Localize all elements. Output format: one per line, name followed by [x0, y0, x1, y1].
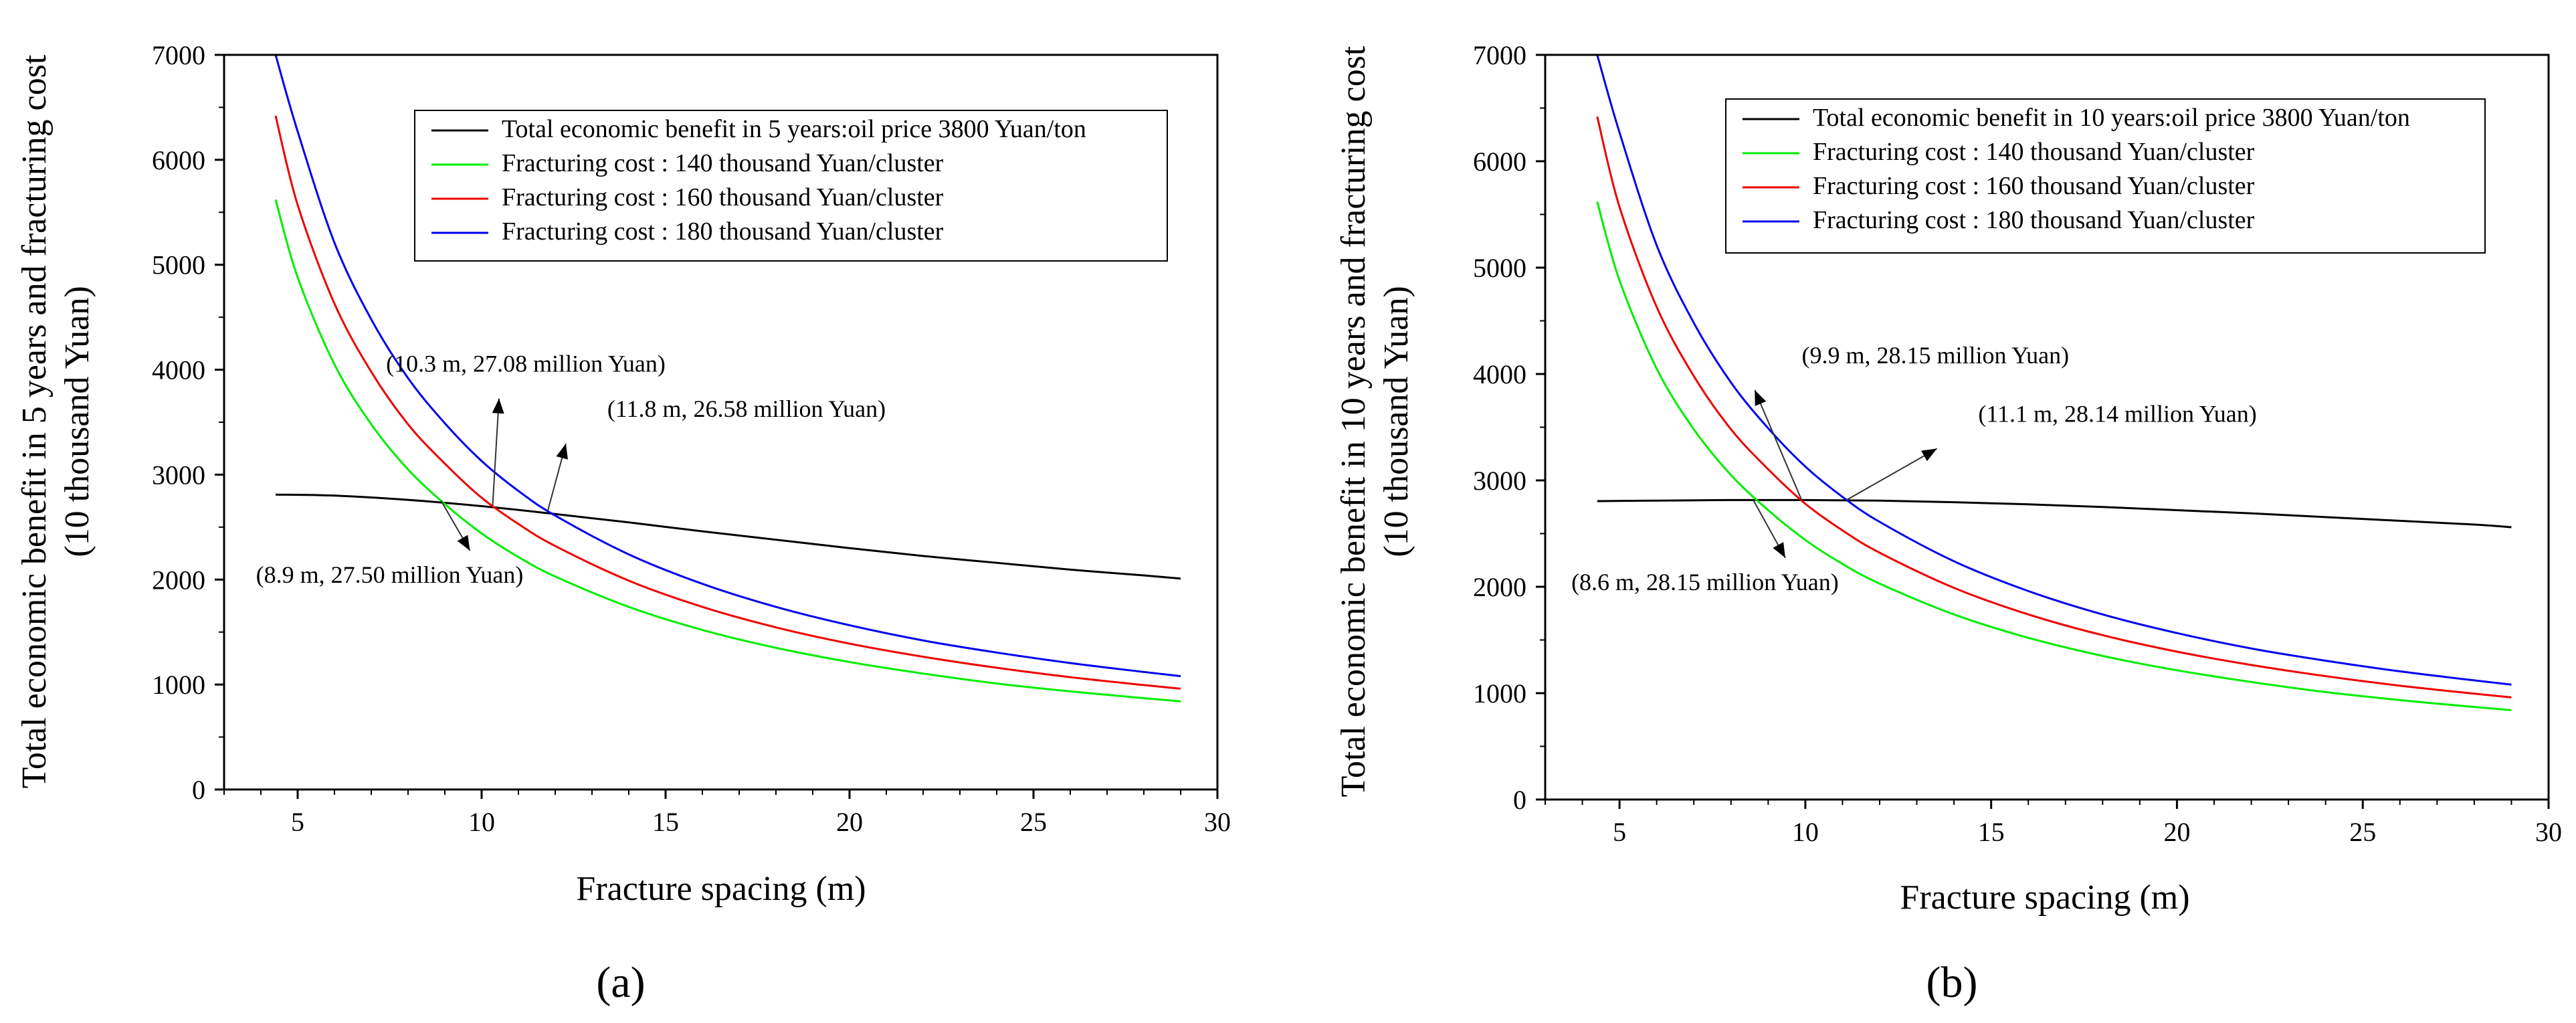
annotation-arrowhead	[1755, 390, 1767, 406]
legend-label-2: Fracturing cost : 160 thousand Yuan/clus…	[1813, 172, 2255, 200]
x-tick-label: 20	[2163, 817, 2190, 847]
x-tick-label: 30	[2535, 817, 2562, 847]
annotation-arrowhead	[492, 398, 504, 414]
series-line-2	[274, 115, 1181, 690]
y-tick-label: 6000	[152, 145, 205, 175]
legend-box	[1725, 98, 2486, 254]
x-tick-label: 5	[291, 807, 304, 837]
x-tick-label: 10	[1792, 817, 1819, 847]
y-tick-label: 2000	[152, 565, 205, 595]
annotation-arrowhead	[1920, 448, 1937, 462]
legend-label-1: Fracturing cost : 140 thousand Yuan/clus…	[502, 149, 944, 177]
y-tick-label: 7000	[1473, 40, 1526, 70]
annotation-label: (8.6 m, 28.15 million Yuan)	[1571, 569, 1839, 595]
y-axis-title: Total economic benefit in 5 years and fr…	[15, 54, 96, 788]
y-tick-label: 5000	[152, 250, 205, 280]
x-tick-label: 10	[468, 807, 495, 837]
legend: Total economic benefit in 10 years:oil p…	[1725, 98, 2486, 254]
chart-panel-a: Total economic benefit in 5 years and fr…	[15, 40, 1231, 1007]
x-axis-title: Fracture spacing (m)	[576, 870, 866, 908]
legend-label-1: Fracturing cost : 140 thousand Yuan/clus…	[1813, 138, 2255, 166]
x-tick-label: 15	[1978, 817, 2005, 847]
series-line-1	[274, 199, 1181, 703]
annotation-line	[1754, 389, 1803, 500]
legend-label-2: Fracturing cost : 160 thousand Yuan/clus…	[502, 183, 944, 211]
y-tick-label: 5000	[1473, 253, 1526, 283]
x-axis-title: Fracture spacing (m)	[1900, 878, 2189, 917]
series-lines	[1596, 54, 2512, 711]
y-tick-label: 2000	[1473, 572, 1526, 602]
legend-label-0: Total economic benefit in 5 years:oil pr…	[502, 115, 1086, 143]
y-axis-title-line2: (10 thousand Yuan)	[58, 286, 96, 557]
axis-ticks: 5 10 15 20 25 30 0 1000 2000 3000 4000 5000 6000 7000	[152, 40, 1231, 837]
annotations: (9.9 m, 28.15 million Yuan) (11.1 m, 28.1…	[1571, 342, 2257, 595]
legend-label-0: Total economic benefit in 10 years:oil p…	[1813, 104, 2410, 132]
y-tick-label: 4000	[152, 355, 205, 385]
annotation-label: (11.8 m, 26.58 million Yuan)	[607, 395, 886, 422]
series-line-0	[1597, 498, 2512, 529]
annotation-label: (9.9 m, 28.15 million Yuan)	[1802, 342, 2070, 369]
y-tick-label: 1000	[1473, 678, 1526, 709]
annotation-line	[1846, 448, 1938, 501]
plot-frame	[223, 54, 1219, 791]
annotation-arrowhead	[457, 535, 470, 551]
y-tick-label: 4000	[1473, 359, 1526, 389]
y-tick-label: 7000	[152, 40, 205, 70]
series-lines	[274, 54, 1181, 703]
plot-frame	[1544, 54, 2550, 801]
y-axis-title-line1: Total economic benefit in 5 years and fr…	[15, 54, 54, 788]
legend-label-3: Fracturing cost : 180 thousand Yuan/clus…	[502, 217, 944, 246]
y-tick-label: 1000	[152, 670, 205, 700]
y-axis-title-line2: (10 thousand Yuan)	[1377, 286, 1415, 557]
series-line-3	[274, 54, 1181, 678]
y-tick-label: 0	[1513, 785, 1526, 815]
legend-box	[414, 110, 1168, 262]
x-tick-label: 30	[1204, 807, 1231, 837]
x-tick-label: 25	[1020, 807, 1047, 837]
x-tick-label: 25	[2349, 817, 2376, 847]
annotation-line	[492, 398, 500, 506]
annotation-arrowhead	[556, 444, 568, 460]
y-tick-label: 3000	[1473, 466, 1526, 496]
panel-label-b: (b)	[1926, 958, 1978, 1007]
x-tick-label: 5	[1613, 817, 1626, 847]
series-line-1	[1596, 201, 2512, 711]
y-axis-title-line1: Total economic benefit in 10 years and f…	[1334, 45, 1373, 797]
annotation-label: (10.3 m, 27.08 million Yuan)	[386, 351, 666, 377]
chart-panel-b: Total economic benefit in 10 years and f…	[1334, 40, 2562, 1007]
series-line-3	[1596, 54, 2512, 686]
annotation-label: (8.9 m, 27.50 million Yuan)	[256, 561, 524, 588]
x-tick-label: 20	[836, 807, 863, 837]
annotation-label: (11.1 m, 28.14 million Yuan)	[1978, 401, 2256, 428]
panel-label-a: (a)	[596, 958, 645, 1007]
annotation-arrowhead	[1773, 542, 1785, 558]
series-line-0	[275, 493, 1181, 580]
axis-ticks: 5 10 15 20 25 30 0 1000 2000 3000 4000 5000 6000 7000	[1473, 40, 2562, 847]
y-tick-label: 6000	[1473, 147, 1526, 177]
legend-label-3: Fracturing cost : 180 thousand Yuan/clus…	[1813, 206, 2255, 234]
series-line-2	[1596, 116, 2512, 699]
annotations: (10.3 m, 27.08 million Yuan) (11.8 m, 26.…	[256, 351, 886, 588]
y-tick-label: 0	[192, 775, 205, 805]
x-tick-label: 15	[652, 807, 679, 837]
y-tick-label: 3000	[152, 460, 205, 490]
legend: Total economic benefit in 5 years:oil pr…	[414, 110, 1168, 262]
y-axis-title: Total economic benefit in 10 years and f…	[1334, 45, 1415, 797]
